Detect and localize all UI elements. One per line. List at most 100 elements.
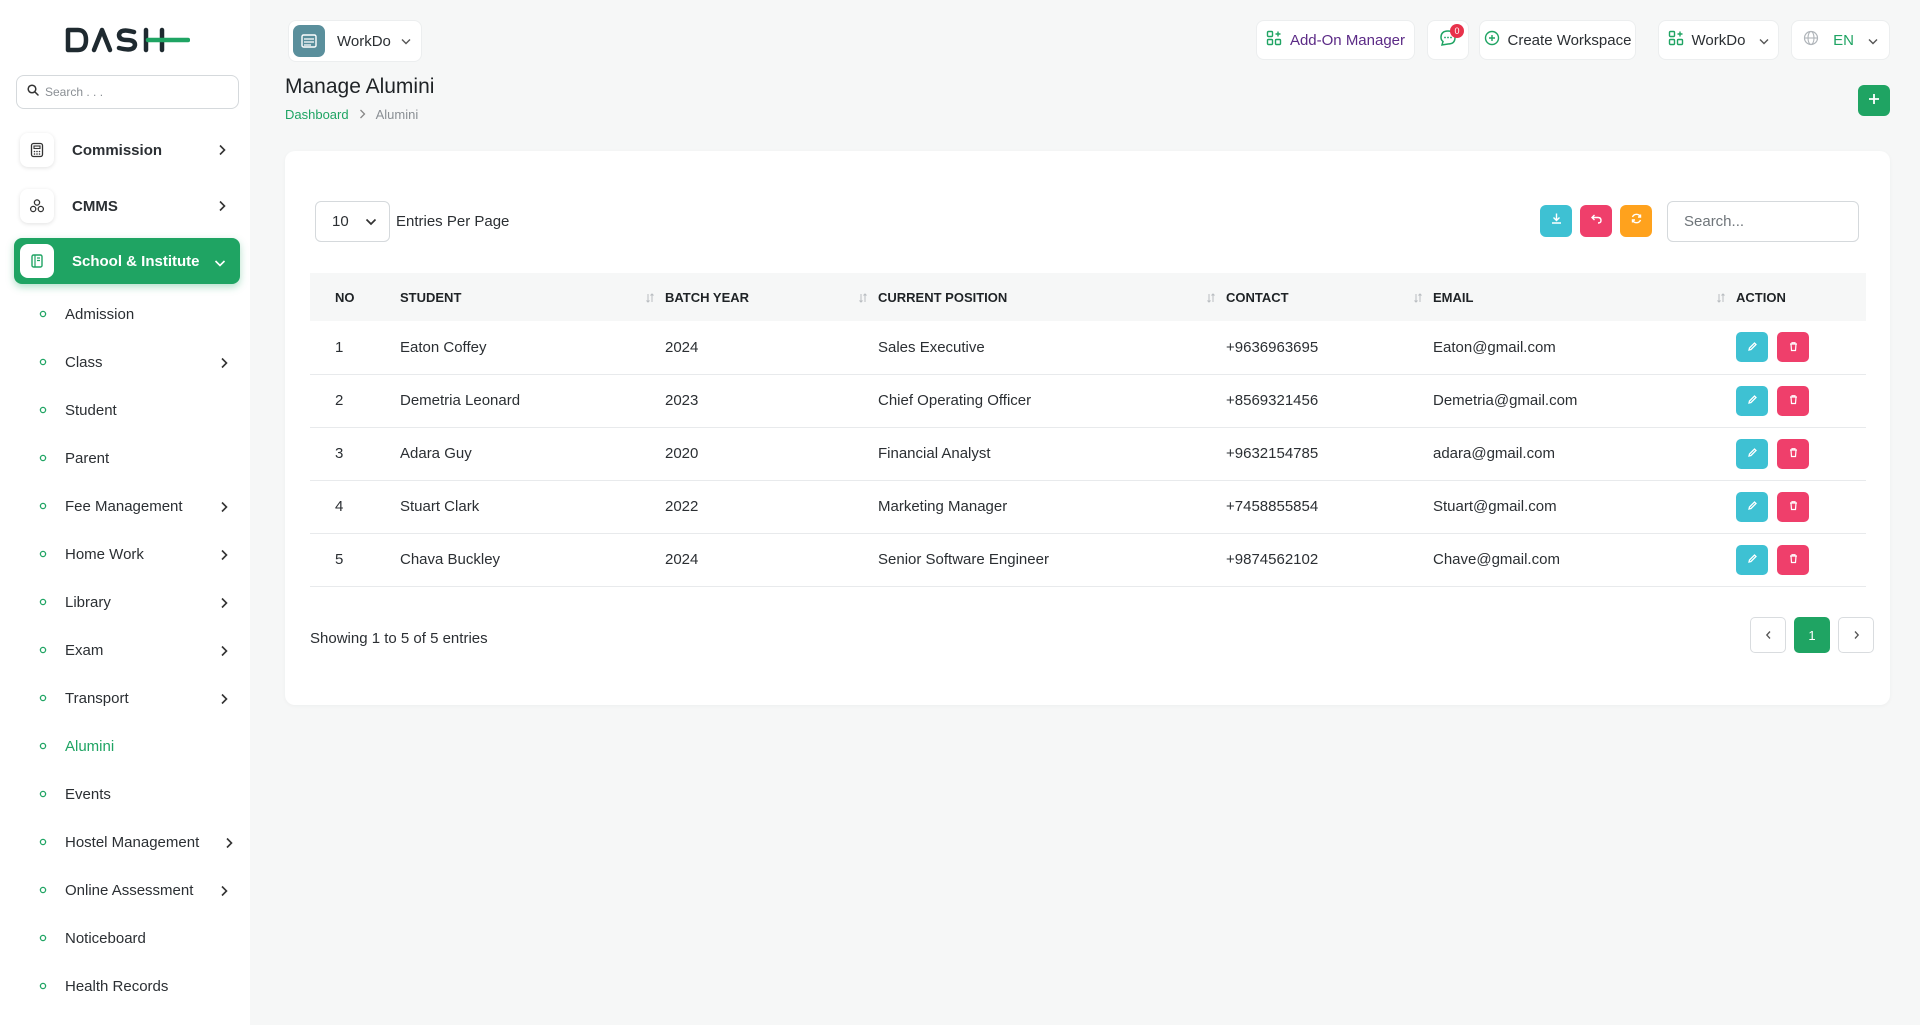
sort-icon bbox=[1206, 291, 1216, 306]
cell-no: 5 bbox=[335, 551, 344, 568]
sidebar-subitem-label: Events bbox=[65, 785, 111, 803]
workspace-name: WorkDo bbox=[337, 32, 391, 50]
sidebar-subitem-student[interactable]: Student bbox=[38, 397, 228, 423]
page-button[interactable]: 1 bbox=[1794, 617, 1830, 653]
breadcrumb-dashboard-link[interactable]: Dashboard bbox=[285, 107, 349, 122]
sidebar-subitem-parent[interactable]: Parent bbox=[38, 445, 228, 471]
delete-button[interactable] bbox=[1777, 544, 1809, 575]
bullet-icon bbox=[38, 358, 47, 367]
sidebar-search-input[interactable] bbox=[45, 85, 225, 99]
chevron-right-icon bbox=[220, 356, 228, 374]
delete-button[interactable] bbox=[1777, 438, 1809, 469]
sidebar-subitem-health-records[interactable]: Health Records bbox=[38, 973, 228, 999]
sidebar-item-cmms[interactable]: CMMS bbox=[14, 183, 240, 229]
sidebar-subitem-home-work[interactable]: Home Work bbox=[38, 541, 228, 567]
table-row: 5 Chava Buckley 2024 Senior Software Eng… bbox=[310, 533, 1866, 586]
edit-button[interactable] bbox=[1736, 385, 1768, 416]
addon-manager-label: Add-On Manager bbox=[1289, 31, 1406, 49]
workspace-menu-button[interactable]: WorkDo bbox=[1658, 20, 1779, 60]
sidebar-subitem-admission[interactable]: Admission bbox=[38, 301, 228, 327]
column-header-contact[interactable]: CONTACT bbox=[1226, 273, 1433, 321]
pagination: 1 bbox=[1750, 617, 1874, 653]
table-search[interactable] bbox=[1667, 201, 1859, 242]
previous-page-button[interactable] bbox=[1750, 617, 1786, 653]
column-header-current-position[interactable]: CURRENT POSITION bbox=[878, 273, 1226, 321]
sidebar-subitem-label: Transport bbox=[65, 689, 129, 707]
bullet-icon bbox=[38, 646, 47, 655]
language-selector[interactable]: EN bbox=[1791, 20, 1890, 60]
create-workspace-label: Create Workspace bbox=[1507, 31, 1632, 49]
sidebar-subitem-noticeboard[interactable]: Noticeboard bbox=[38, 925, 228, 951]
chevron-left-icon bbox=[1765, 628, 1772, 643]
sidebar-subitem-library[interactable]: Library bbox=[38, 589, 228, 615]
undo-icon bbox=[1590, 212, 1603, 230]
edit-button[interactable] bbox=[1736, 438, 1768, 469]
sidebar-item-school-institute[interactable]: School & Institute bbox=[14, 238, 240, 284]
sidebar-subitem-hostel-management[interactable]: Hostel Management bbox=[38, 829, 233, 855]
sidebar-subitem-transport[interactable]: Transport bbox=[38, 685, 228, 711]
sidebar-subitem-alumini[interactable]: Alumini bbox=[38, 733, 228, 759]
cell-batch-year: 2020 bbox=[665, 445, 699, 462]
cell-contact: +9636963695 bbox=[1226, 338, 1319, 356]
sidebar-subitem-events[interactable]: Events bbox=[38, 781, 228, 807]
sidebar-search[interactable] bbox=[16, 75, 239, 109]
cell-contact: +9632154785 bbox=[1226, 445, 1319, 462]
column-header-email[interactable]: EMAIL bbox=[1433, 273, 1736, 321]
addon-grid-icon bbox=[1266, 30, 1282, 50]
cell-no: 3 bbox=[335, 445, 344, 462]
sidebar-subitem-label: Alumini bbox=[65, 737, 115, 755]
messages-button[interactable]: 0 bbox=[1427, 20, 1469, 60]
sidebar-subitem-label: Exam bbox=[65, 641, 104, 659]
create-workspace-button[interactable]: Create Workspace bbox=[1479, 20, 1636, 60]
showing-entries-text: Showing 1 to 5 of 5 entries bbox=[310, 630, 488, 647]
sidebar-subitem-label: Home Work bbox=[65, 545, 144, 563]
chevron-right-icon bbox=[225, 836, 233, 854]
add-alumni-button[interactable] bbox=[1858, 85, 1890, 116]
dash-logo[interactable] bbox=[64, 24, 190, 56]
edit-button[interactable] bbox=[1736, 544, 1768, 575]
column-header-student[interactable]: STUDENT bbox=[400, 273, 665, 321]
export-button[interactable] bbox=[1540, 205, 1572, 237]
cell-student: Demetria Leonard bbox=[400, 392, 521, 409]
sidebar-subitem-class[interactable]: Class bbox=[38, 349, 228, 375]
chevron-right-icon bbox=[220, 884, 228, 902]
cell-batch-year: 2022 bbox=[665, 498, 699, 515]
cell-email: Eaton@gmail.com bbox=[1433, 338, 1556, 356]
entries-per-page: 10 Entries Per Page bbox=[315, 201, 509, 242]
entries-per-page-select[interactable]: 10 bbox=[315, 201, 390, 242]
reset-button[interactable] bbox=[1580, 205, 1612, 237]
column-header-batch-year[interactable]: BATCH YEAR bbox=[665, 273, 878, 321]
bullet-icon bbox=[38, 886, 47, 895]
refresh-button[interactable] bbox=[1620, 205, 1652, 237]
cell-position: Sales Executive bbox=[878, 338, 985, 356]
addon-manager-button[interactable]: Add-On Manager bbox=[1256, 20, 1415, 60]
cell-action bbox=[1736, 480, 1866, 533]
sidebar-item-commission[interactable]: Commission bbox=[14, 127, 240, 173]
cell-no: 1 bbox=[335, 338, 344, 356]
workspace-switcher[interactable]: WorkDo bbox=[288, 20, 422, 62]
cell-student: Stuart Clark bbox=[400, 498, 480, 515]
sidebar-subitem-exam[interactable]: Exam bbox=[38, 637, 228, 663]
sidebar-subitem-fee-management[interactable]: Fee Management bbox=[38, 493, 228, 519]
delete-button[interactable] bbox=[1777, 491, 1809, 522]
edit-button[interactable] bbox=[1736, 491, 1768, 522]
next-page-button[interactable] bbox=[1838, 617, 1874, 653]
cell-email: Demetria@gmail.com bbox=[1433, 392, 1578, 409]
delete-button[interactable] bbox=[1777, 385, 1809, 416]
bullet-icon bbox=[38, 406, 47, 415]
plus-icon bbox=[1868, 92, 1880, 110]
edit-button[interactable] bbox=[1736, 332, 1768, 363]
chevron-right-icon bbox=[1853, 628, 1860, 643]
table-search-input[interactable] bbox=[1668, 202, 1858, 241]
chevron-right-icon bbox=[218, 199, 226, 217]
chevron-right-icon bbox=[220, 692, 228, 710]
search-icon bbox=[27, 83, 39, 101]
chevron-down-icon bbox=[365, 213, 377, 230]
delete-button[interactable] bbox=[1777, 332, 1809, 363]
sidebar-subitem-online-assessment[interactable]: Online Assessment bbox=[38, 877, 228, 903]
sidebar-item-label: CMMS bbox=[72, 197, 118, 215]
bullet-icon bbox=[38, 838, 47, 847]
sidebar-item-label: School & Institute bbox=[72, 252, 200, 270]
sidebar-subitem-label: Fee Management bbox=[65, 497, 183, 515]
trash-icon bbox=[1788, 339, 1799, 356]
